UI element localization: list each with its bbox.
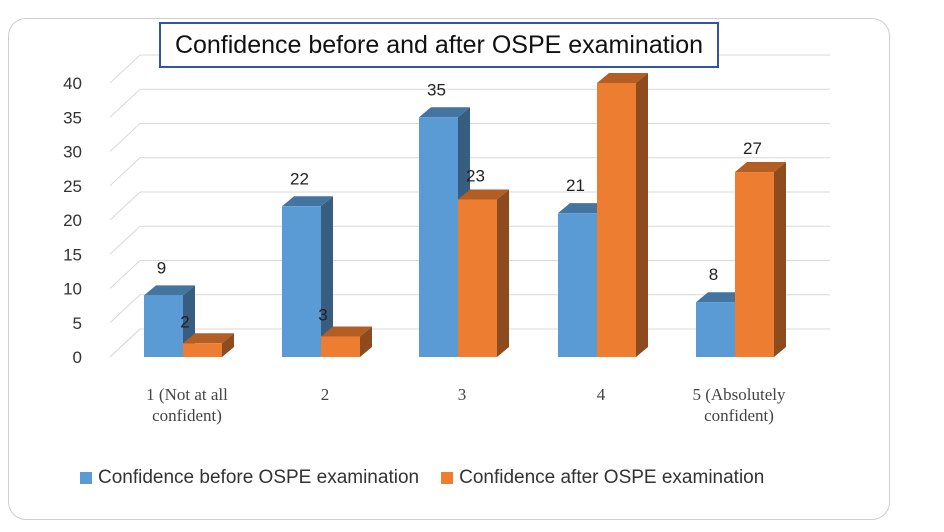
bar-front bbox=[458, 199, 497, 357]
bar-top bbox=[419, 107, 470, 118]
bar-top bbox=[558, 203, 609, 214]
y-tick-label: 15 bbox=[63, 245, 82, 264]
bar-front bbox=[321, 336, 360, 357]
chart-title: Confidence before and after OSPE examina… bbox=[159, 22, 719, 68]
category-label: confident) bbox=[152, 406, 222, 425]
legend-item-after: Confidence after OSPE examination bbox=[441, 467, 764, 489]
bar-top bbox=[321, 326, 372, 337]
data-label: 23 bbox=[466, 166, 485, 185]
y-tick-label: 20 bbox=[63, 211, 82, 230]
bar-before bbox=[282, 196, 333, 357]
x-axis-categories: 1 (Not at all confident) 2 3 4 5 (Absolutely c… bbox=[146, 385, 786, 425]
data-label: 21 bbox=[566, 176, 585, 195]
bar-after bbox=[597, 73, 648, 357]
data-label: 8 bbox=[709, 265, 718, 284]
bar-top bbox=[696, 292, 747, 303]
bar-after bbox=[458, 189, 509, 357]
legend-label-before: Confidence before OSPE examination bbox=[98, 467, 420, 488]
gridline-diagonal bbox=[109, 225, 141, 255]
category-label: 3 bbox=[458, 385, 467, 404]
bar-side bbox=[497, 189, 509, 357]
gridline-diagonal bbox=[109, 157, 141, 187]
bar-front bbox=[735, 172, 774, 357]
gridline-diagonal bbox=[109, 191, 141, 221]
y-tick-label: 5 bbox=[73, 314, 82, 333]
data-label: 2 bbox=[180, 312, 189, 331]
bar-front bbox=[419, 117, 458, 357]
chart-title-text: Confidence before and after OSPE examina… bbox=[174, 30, 704, 59]
bar-top bbox=[282, 196, 333, 207]
data-label: 35 bbox=[427, 80, 446, 99]
bar-side bbox=[321, 196, 333, 357]
y-tick-label: 30 bbox=[63, 143, 82, 162]
data-label: 3 bbox=[318, 305, 327, 324]
data-label: 22 bbox=[290, 169, 309, 188]
data-label: 27 bbox=[743, 139, 762, 158]
bar-front bbox=[696, 302, 735, 357]
bar-top bbox=[735, 162, 786, 173]
bar-front bbox=[183, 343, 222, 357]
bar-side bbox=[360, 326, 372, 357]
bar-front bbox=[282, 206, 321, 357]
y-tick-label: 35 bbox=[63, 108, 82, 127]
bar-side bbox=[774, 162, 786, 357]
bar-side bbox=[636, 73, 648, 357]
y-axis-ticks: 0 5 10 15 20 25 30 35 40 bbox=[63, 74, 82, 367]
gridline-diagonal bbox=[109, 54, 141, 84]
y-tick-label: 10 bbox=[63, 280, 82, 299]
category-label: 2 bbox=[321, 385, 330, 404]
bar-front bbox=[597, 83, 636, 357]
bar-after bbox=[183, 333, 234, 357]
gridline-diagonal bbox=[109, 123, 141, 152]
bar-front bbox=[558, 213, 597, 357]
gridline-diagonal bbox=[109, 294, 141, 324]
bar-top bbox=[458, 189, 509, 200]
bar-top bbox=[597, 73, 648, 83]
category-label: confident) bbox=[704, 406, 774, 425]
bar-side bbox=[222, 333, 234, 357]
legend-item-before: Confidence before OSPE examination bbox=[80, 467, 419, 489]
floor-edge bbox=[109, 328, 141, 358]
bar-top bbox=[144, 285, 195, 296]
data-label: 9 bbox=[157, 258, 166, 277]
y-tick-label: 25 bbox=[63, 177, 82, 196]
bar-after bbox=[321, 326, 372, 357]
gridline-diagonal bbox=[109, 88, 141, 118]
bar-after bbox=[735, 162, 786, 357]
y-tick-label: 40 bbox=[63, 74, 82, 93]
category-label: 1 (Not at all bbox=[146, 385, 228, 404]
bar-front bbox=[144, 295, 183, 357]
bar-top bbox=[183, 333, 234, 344]
legend-swatch-before bbox=[80, 472, 92, 484]
category-label: 4 bbox=[597, 385, 606, 404]
legend-swatch-after bbox=[441, 472, 454, 484]
category-label: 5 (Absolutely bbox=[692, 385, 786, 404]
gridline-diagonal bbox=[109, 260, 141, 289]
legend: Confidence before OSPE examination Confi… bbox=[80, 467, 786, 489]
y-tick-label: 0 bbox=[73, 348, 82, 367]
legend-label-after: Confidence after OSPE examination bbox=[459, 467, 765, 488]
bars bbox=[144, 73, 786, 357]
